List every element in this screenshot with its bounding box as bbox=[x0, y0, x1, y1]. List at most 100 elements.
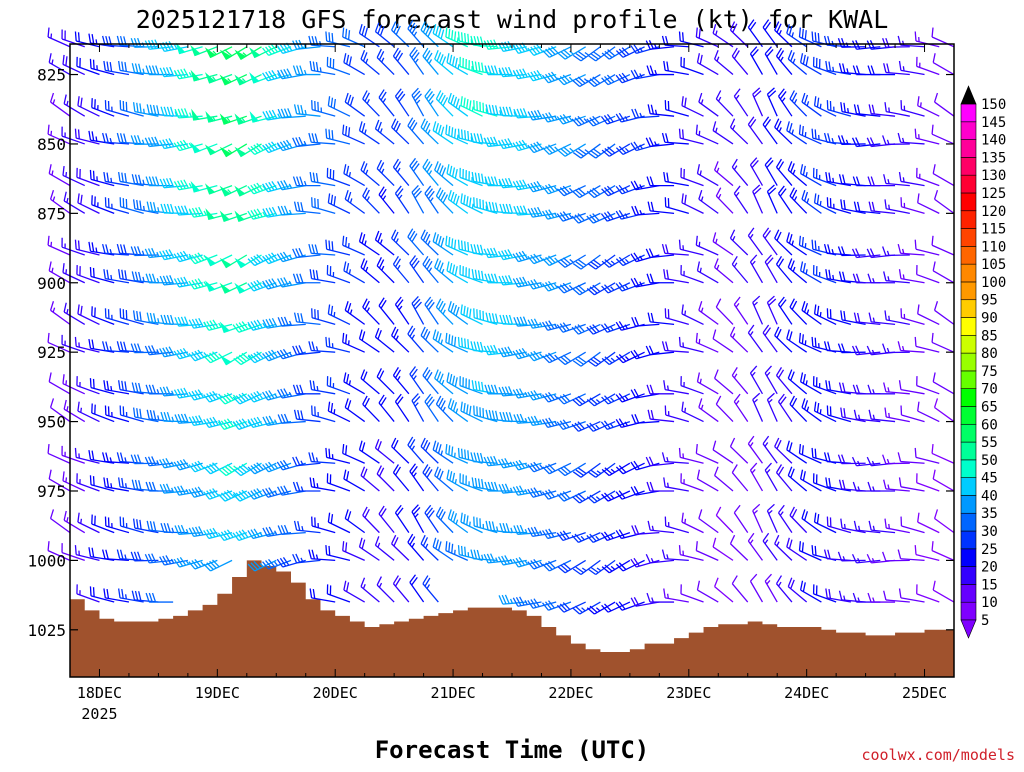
wind-barb bbox=[753, 393, 763, 421]
barb-feather bbox=[164, 523, 167, 532]
wind-barb bbox=[885, 102, 910, 116]
barb-feather bbox=[139, 272, 141, 281]
barb-pennant bbox=[251, 74, 259, 82]
barb-feather bbox=[885, 199, 886, 208]
barb-feather bbox=[843, 175, 845, 184]
barb-half-feather bbox=[66, 172, 67, 177]
barb-feather bbox=[826, 61, 827, 70]
barb-half-feather bbox=[754, 399, 758, 402]
barb-staff bbox=[715, 587, 733, 602]
barb-feather bbox=[135, 383, 137, 392]
wind-barb bbox=[345, 398, 364, 421]
barb-staff bbox=[777, 584, 792, 602]
barb-feather bbox=[465, 33, 466, 42]
wind-barb bbox=[839, 591, 865, 602]
barb-feather bbox=[462, 338, 463, 347]
wind-barb bbox=[681, 57, 704, 75]
barb-feather bbox=[164, 204, 167, 213]
wind-barb bbox=[601, 114, 629, 124]
wind-barb bbox=[236, 213, 262, 222]
barb-feather bbox=[75, 337, 76, 346]
barb-feather bbox=[134, 310, 135, 319]
barb-half-feather bbox=[736, 192, 739, 196]
barb-half-feather bbox=[189, 72, 191, 76]
wind-barb bbox=[825, 341, 851, 352]
barb-feather bbox=[799, 125, 800, 134]
barb-staff bbox=[933, 174, 954, 186]
wind-barb bbox=[408, 534, 424, 560]
barb-half-feather bbox=[367, 308, 369, 312]
barb-staff bbox=[48, 453, 70, 463]
barb-staff bbox=[311, 559, 335, 561]
wind-barb bbox=[375, 328, 394, 352]
barb-feather bbox=[470, 406, 471, 415]
barb-staff bbox=[650, 530, 674, 533]
barb-feather bbox=[75, 32, 76, 41]
barb-feather bbox=[474, 453, 476, 462]
barb-feather bbox=[150, 313, 152, 322]
barb-feather bbox=[331, 306, 332, 315]
wind-barb bbox=[748, 533, 762, 560]
barb-feather bbox=[467, 404, 468, 413]
barb-staff bbox=[933, 479, 954, 491]
wind-barb bbox=[345, 509, 364, 532]
barb-feather bbox=[328, 513, 329, 522]
barb-feather bbox=[278, 414, 282, 423]
barb-feather bbox=[506, 204, 509, 213]
wind-barb bbox=[379, 187, 394, 214]
wind-barb bbox=[345, 93, 364, 116]
barb-feather bbox=[898, 244, 900, 253]
barb-feather bbox=[730, 535, 734, 544]
barb-feather bbox=[492, 105, 494, 114]
barb-feather bbox=[900, 477, 901, 486]
barb-feather bbox=[435, 370, 438, 379]
wind-barb bbox=[392, 230, 409, 255]
barb-feather bbox=[332, 33, 333, 42]
barb-feather bbox=[295, 202, 297, 211]
barb-staff bbox=[375, 545, 394, 560]
barb-feather bbox=[787, 441, 790, 450]
barb-staff bbox=[650, 211, 674, 214]
barb-feather bbox=[301, 202, 303, 211]
barb-feather bbox=[361, 259, 364, 268]
wind-barb bbox=[646, 457, 674, 466]
barb-feather bbox=[362, 540, 365, 549]
barb-feather bbox=[297, 274, 300, 283]
barb-half-feather bbox=[366, 267, 368, 271]
barb-feather bbox=[732, 465, 737, 473]
wind-barb bbox=[499, 458, 527, 467]
barb-half-feather bbox=[305, 70, 307, 75]
wind-barb bbox=[750, 366, 762, 394]
barb-feather bbox=[474, 244, 476, 253]
barb-staff bbox=[361, 476, 379, 491]
barb-half-feather bbox=[443, 407, 445, 411]
barb-half-feather bbox=[350, 310, 351, 315]
barb-staff bbox=[665, 559, 689, 561]
barb-feather bbox=[436, 234, 439, 243]
wind-barb bbox=[393, 576, 408, 602]
barb-half-feather bbox=[126, 483, 127, 488]
barb-half-feather bbox=[625, 148, 628, 151]
barb-feather bbox=[465, 547, 466, 556]
barb-feather bbox=[310, 588, 311, 597]
barb-feather bbox=[328, 304, 329, 313]
barb-half-feather bbox=[367, 99, 369, 103]
wind-barb bbox=[410, 464, 424, 491]
barb-feather bbox=[869, 313, 871, 322]
barb-feather bbox=[278, 317, 282, 326]
barb-feather bbox=[932, 541, 933, 550]
barb-feather bbox=[802, 301, 805, 310]
barb-feather bbox=[812, 337, 813, 346]
barb-feather bbox=[132, 271, 134, 280]
barb-feather bbox=[94, 587, 95, 596]
barb-feather bbox=[935, 509, 938, 518]
barb-feather bbox=[455, 240, 456, 249]
barb-feather bbox=[467, 307, 468, 316]
barb-feather bbox=[839, 63, 841, 72]
barb-feather bbox=[799, 541, 800, 550]
wind-barb bbox=[248, 488, 276, 499]
barb-feather bbox=[132, 174, 134, 183]
barb-feather bbox=[662, 550, 664, 559]
barb-feather bbox=[63, 471, 64, 480]
barb-feather bbox=[48, 333, 49, 342]
